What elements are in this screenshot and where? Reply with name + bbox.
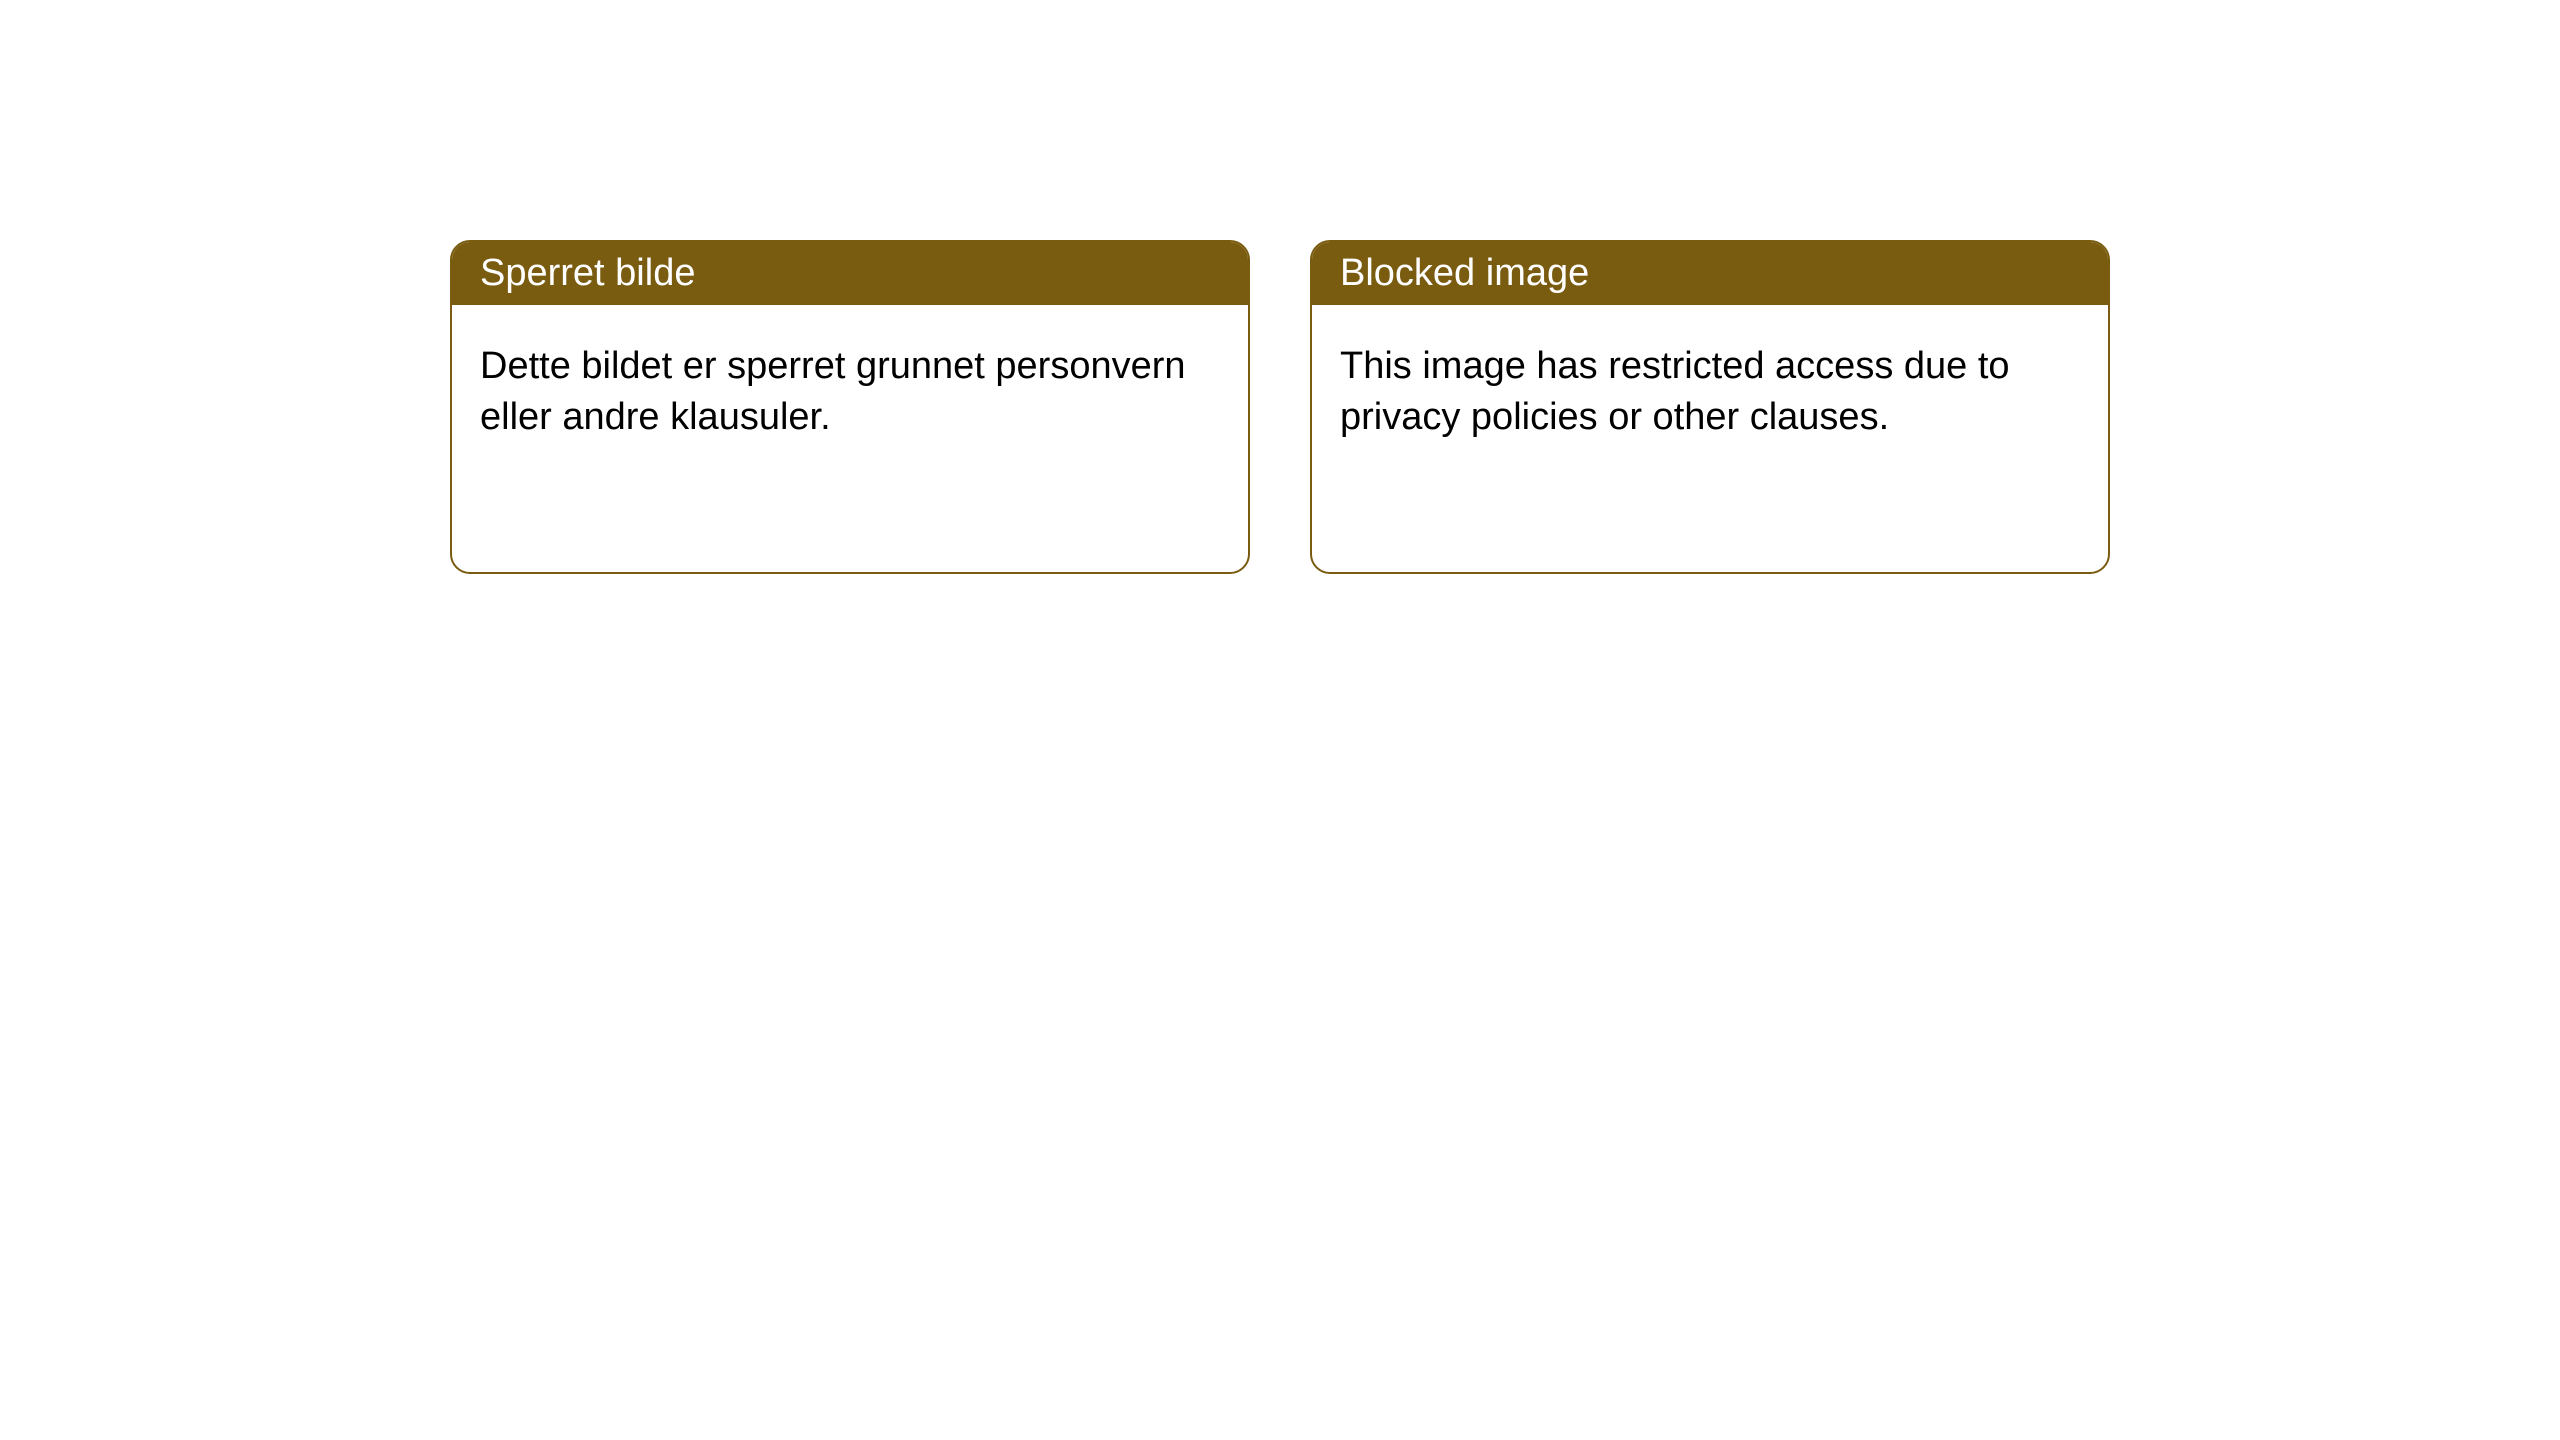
notice-header: Sperret bilde: [452, 242, 1248, 305]
notice-title: Sperret bilde: [480, 252, 695, 294]
notice-card-english: Blocked image This image has restricted …: [1310, 240, 2110, 574]
notice-body: Dette bildet er sperret grunnet personve…: [452, 305, 1248, 480]
notice-title: Blocked image: [1340, 252, 1589, 294]
notice-container: Sperret bilde Dette bildet er sperret gr…: [0, 0, 2560, 574]
notice-card-norwegian: Sperret bilde Dette bildet er sperret gr…: [450, 240, 1250, 574]
notice-message: This image has restricted access due to …: [1340, 345, 2010, 438]
notice-body: This image has restricted access due to …: [1312, 305, 2108, 480]
notice-header: Blocked image: [1312, 242, 2108, 305]
notice-message: Dette bildet er sperret grunnet personve…: [480, 345, 1186, 438]
